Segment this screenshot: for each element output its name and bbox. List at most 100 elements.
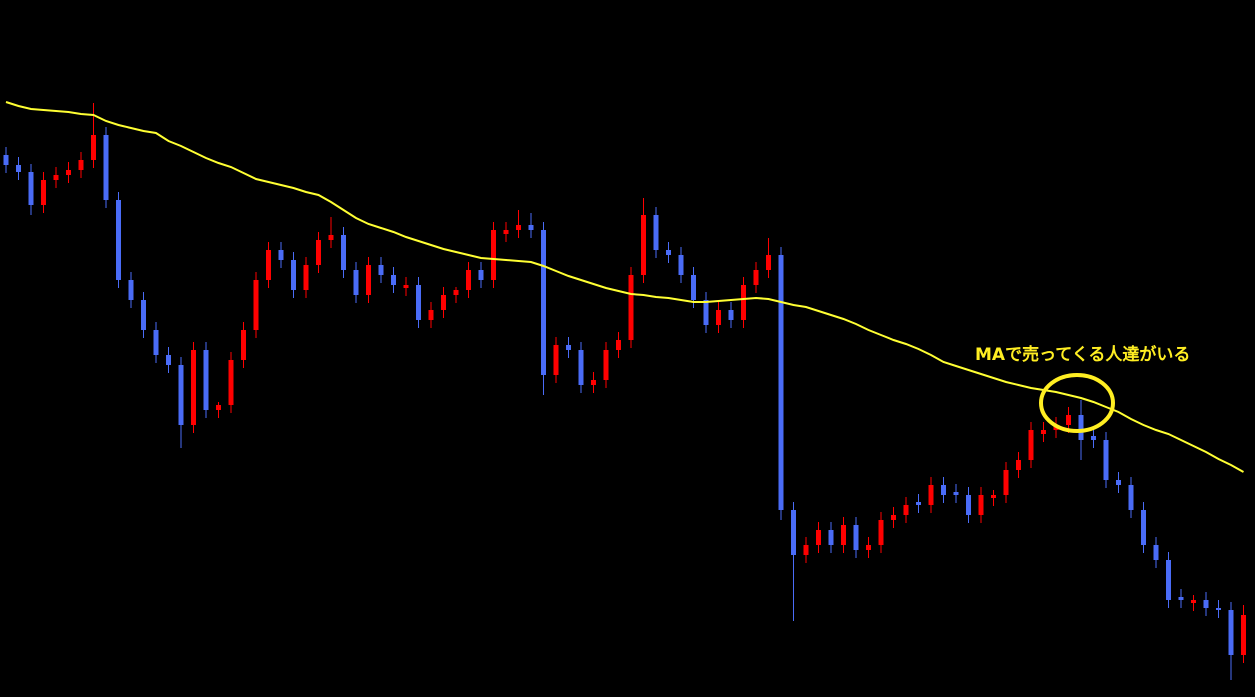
candle-body: [1228, 610, 1234, 655]
candle-body: [191, 350, 196, 425]
highlight-circle: [1039, 373, 1115, 433]
candle-body: [478, 270, 484, 280]
candle-body: [878, 520, 884, 545]
candle-body: [291, 260, 296, 290]
candle-body: [1241, 615, 1246, 655]
candle-body: [753, 270, 759, 285]
candle-body: [391, 275, 396, 285]
candle-body: [1066, 415, 1071, 425]
candle-body: [616, 340, 621, 350]
candle-body: [728, 310, 734, 320]
candle-body: [1091, 436, 1096, 440]
candle-body: [553, 345, 559, 375]
candle-body: [141, 300, 146, 330]
candle-body: [128, 280, 134, 300]
candle-body: [603, 350, 609, 380]
candle-body: [766, 255, 771, 270]
candle-body: [941, 485, 946, 495]
plot: [3, 101, 1246, 680]
candle-body: [341, 235, 346, 270]
candle-body: [966, 495, 971, 515]
moving-average: [5, 101, 1244, 473]
candle-body: [866, 545, 871, 550]
candle-body: [703, 300, 709, 325]
candle-body: [316, 240, 321, 265]
candle-body: [1103, 440, 1109, 480]
candle-body: [78, 160, 84, 170]
candle-body: [1128, 485, 1134, 510]
candle-body: [666, 250, 671, 255]
candle-body: [1166, 560, 1171, 600]
candle-body: [116, 200, 121, 280]
candle-body: [628, 275, 634, 340]
candle-body: [203, 350, 209, 410]
candle-body: [816, 530, 821, 545]
candle-body: [303, 265, 309, 290]
candle-body: [428, 310, 434, 320]
candle-body: [28, 172, 34, 205]
candle-body: [1141, 510, 1146, 545]
candle-body: [978, 495, 984, 515]
candle-body: [328, 235, 334, 240]
candle-body: [1153, 545, 1159, 560]
candle-body: [53, 175, 59, 180]
candle-body: [541, 230, 546, 375]
candle-body: [91, 135, 96, 160]
candle-body: [466, 270, 471, 290]
candle-body: [103, 135, 109, 200]
annotation: MAで売ってくる人達がいる: [975, 344, 1190, 365]
candle-body: [803, 545, 809, 555]
candle-body: [691, 275, 696, 300]
candle-body: [828, 530, 834, 545]
candle-body: [366, 265, 371, 295]
candle-body: [991, 495, 996, 498]
candle-body: [1041, 430, 1046, 434]
candle-body: [491, 230, 496, 280]
candle-body: [791, 510, 796, 555]
candle-body: [41, 180, 46, 205]
candle-body: [3, 155, 9, 165]
candle-body: [1216, 608, 1221, 610]
candle-body: [503, 230, 509, 234]
candle-body: [678, 255, 684, 275]
candle-body: [153, 330, 159, 355]
candle-body: [228, 360, 234, 405]
candle-body: [453, 290, 459, 295]
candle-body: [216, 405, 221, 410]
candle-body: [891, 515, 896, 520]
candle-body: [266, 250, 271, 280]
candle-body: [1116, 480, 1121, 485]
candle-body: [16, 165, 21, 172]
candle-body: [1003, 470, 1009, 495]
candle-body: [278, 250, 284, 260]
candle-body: [241, 330, 246, 360]
candle-body: [1078, 415, 1084, 440]
candle-body: [528, 225, 534, 230]
candle-body: [953, 492, 959, 495]
candle-body: [1178, 597, 1184, 600]
candle-body: [1191, 600, 1196, 603]
candle-body: [591, 380, 596, 385]
candle-body: [566, 345, 571, 350]
candle-body: [1203, 600, 1209, 608]
candle-body: [353, 270, 359, 295]
candle-body: [653, 215, 659, 250]
candle-body: [166, 355, 171, 365]
candle-body: [841, 525, 846, 545]
candle-body: [1028, 430, 1034, 460]
candle-body: [741, 285, 746, 320]
candle-body: [716, 310, 721, 325]
candle-body: [378, 265, 384, 275]
candle-body: [903, 505, 909, 515]
candle-body: [516, 225, 521, 230]
candle-body: [853, 525, 859, 550]
candle-body: [403, 285, 409, 288]
candle-body: [928, 485, 934, 505]
candle-body: [578, 350, 584, 385]
candle-body: [916, 502, 921, 505]
candle-body: [641, 215, 646, 275]
candle-body: [416, 285, 421, 320]
candle-body: [778, 255, 784, 510]
